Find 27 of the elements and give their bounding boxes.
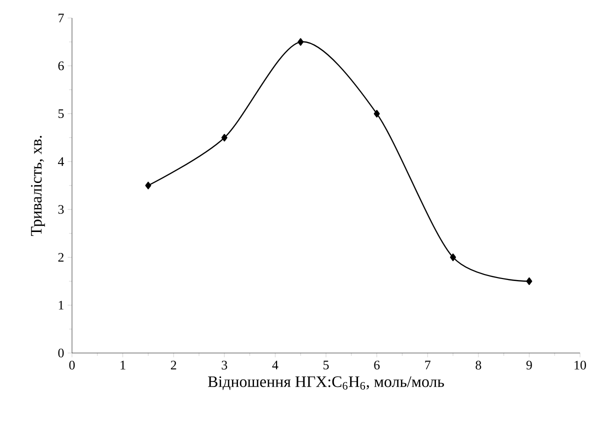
y-tick-label: 3 bbox=[58, 205, 64, 214]
point bbox=[298, 38, 304, 46]
x-tick-label: 3 bbox=[222, 360, 228, 370]
x-tick-label: 1 bbox=[120, 360, 126, 370]
x-tick-label: 6 bbox=[374, 360, 380, 370]
point bbox=[145, 182, 152, 190]
x-tick-label: 10 bbox=[574, 360, 586, 370]
x-tick-label: 2 bbox=[170, 360, 176, 370]
y-tick-label: 7 bbox=[58, 14, 64, 22]
x-tick-label: 8 bbox=[476, 360, 482, 370]
point bbox=[450, 254, 456, 262]
point bbox=[374, 110, 380, 118]
y-tick-label: 2 bbox=[58, 252, 64, 262]
y-tick-label: 6 bbox=[58, 62, 64, 70]
x-tick-label: 4 bbox=[272, 360, 278, 370]
y-axis-title: Тривалість, хв. bbox=[30, 136, 45, 236]
x-tick-label: 7 bbox=[425, 360, 430, 370]
x-axis-title: Відношення НГХ:C$_{6}$H$_{6}$, моль/моль bbox=[208, 376, 444, 390]
x-tick-label: 9 bbox=[526, 360, 532, 370]
y-tick-label: 1 bbox=[58, 300, 64, 310]
point bbox=[221, 134, 228, 142]
x-tick-label: 5 bbox=[324, 360, 329, 370]
x-tick-label: 0 bbox=[69, 360, 75, 370]
y-tick-label: 0 bbox=[58, 348, 64, 358]
y-tick-label: 5 bbox=[58, 109, 64, 118]
point bbox=[526, 277, 532, 285]
y-tick-label: 4 bbox=[58, 157, 64, 166]
